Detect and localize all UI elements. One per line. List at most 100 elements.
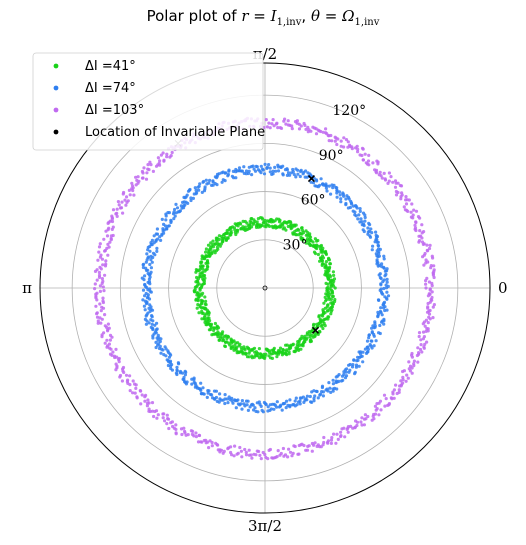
data-point xyxy=(325,286,329,290)
data-point xyxy=(303,340,307,344)
data-point xyxy=(145,404,149,408)
data-point xyxy=(174,202,178,206)
data-point xyxy=(401,381,405,385)
data-point xyxy=(361,228,365,232)
data-point xyxy=(180,432,184,437)
data-point xyxy=(382,254,386,258)
data-point xyxy=(202,189,207,193)
data-point xyxy=(297,452,301,456)
data-point xyxy=(170,150,174,155)
data-point xyxy=(306,130,310,134)
data-point xyxy=(373,412,378,416)
data-point xyxy=(143,294,147,298)
data-point xyxy=(305,398,309,402)
data-point xyxy=(428,287,432,291)
data-point xyxy=(270,224,274,228)
data-point xyxy=(102,289,106,293)
data-point xyxy=(393,179,398,183)
data-point xyxy=(248,219,252,223)
data-point xyxy=(160,217,164,221)
data-point xyxy=(298,399,302,403)
data-point xyxy=(424,286,428,290)
data-point xyxy=(376,243,380,247)
data-point xyxy=(265,125,269,129)
data-point xyxy=(419,343,423,347)
data-point xyxy=(384,397,388,401)
data-point xyxy=(233,444,237,448)
data-point xyxy=(97,275,102,279)
data-point xyxy=(166,417,171,421)
data-point xyxy=(270,356,274,360)
data-point xyxy=(246,399,250,403)
data-point xyxy=(373,324,377,328)
data-point xyxy=(314,132,319,136)
invariable-plane-marker xyxy=(311,326,320,334)
data-point xyxy=(274,169,278,173)
data-point xyxy=(264,118,268,122)
data-point xyxy=(94,304,98,308)
data-point xyxy=(417,351,421,355)
data-point xyxy=(301,228,305,233)
data-point xyxy=(360,416,364,420)
data-point xyxy=(418,347,423,352)
data-point xyxy=(103,264,108,268)
data-point xyxy=(164,218,168,222)
data-point xyxy=(412,359,416,363)
data-point xyxy=(344,197,348,201)
data-point xyxy=(203,269,207,273)
data-point xyxy=(402,205,406,209)
data-point xyxy=(238,342,242,346)
series-3-ring xyxy=(93,116,436,461)
data-point xyxy=(274,122,278,126)
data-point xyxy=(305,394,309,398)
data-point xyxy=(382,393,387,397)
data-point xyxy=(135,396,139,400)
data-point xyxy=(353,370,357,374)
legend-marker xyxy=(53,107,59,113)
data-point xyxy=(320,254,325,258)
data-point xyxy=(312,250,317,254)
data-point xyxy=(263,224,267,228)
data-point xyxy=(301,172,305,176)
data-point xyxy=(304,233,308,237)
data-point xyxy=(198,288,202,292)
data-point xyxy=(360,354,364,358)
data-point xyxy=(371,324,375,328)
data-point xyxy=(328,287,332,291)
data-point xyxy=(184,382,188,386)
data-point xyxy=(101,263,105,267)
data-point xyxy=(230,396,234,400)
data-point xyxy=(279,403,283,407)
data-point xyxy=(247,355,251,359)
data-point xyxy=(266,405,270,409)
data-point xyxy=(244,352,248,356)
data-point xyxy=(236,341,240,345)
data-point xyxy=(285,399,289,403)
data-point xyxy=(264,402,268,407)
data-point xyxy=(237,166,242,170)
data-point xyxy=(148,282,152,286)
data-point xyxy=(430,281,434,285)
data-point xyxy=(281,446,285,451)
data-point xyxy=(156,333,160,337)
data-point xyxy=(191,196,195,200)
data-point xyxy=(230,453,234,457)
data-point xyxy=(139,402,143,406)
data-point xyxy=(351,209,355,213)
data-point xyxy=(200,257,204,261)
data-point xyxy=(385,277,389,281)
data-point xyxy=(98,289,102,293)
data-point xyxy=(171,212,176,216)
data-point xyxy=(216,326,221,330)
data-point xyxy=(324,281,328,285)
data-point xyxy=(100,281,104,285)
data-point xyxy=(375,159,379,163)
data-point xyxy=(361,350,365,354)
legend: ΔI =41° ΔI =74° ΔI =103° Location of Invari… xyxy=(32,52,265,151)
data-point xyxy=(201,386,205,390)
data-point xyxy=(159,238,163,242)
data-point xyxy=(356,358,360,362)
data-point xyxy=(339,197,343,201)
data-point xyxy=(327,139,331,143)
data-point xyxy=(331,294,335,298)
